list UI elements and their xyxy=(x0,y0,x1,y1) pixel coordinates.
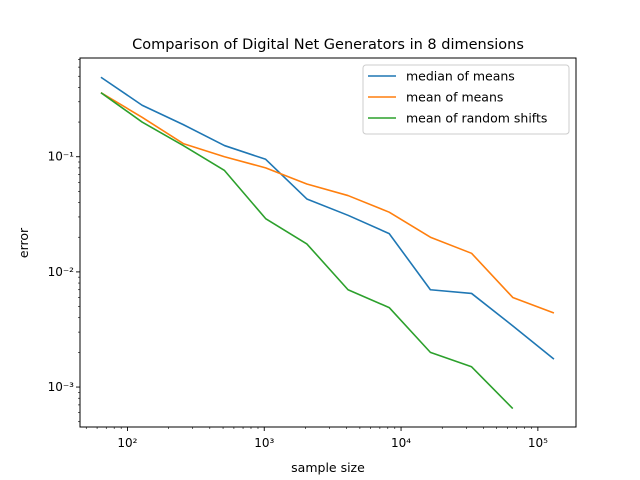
x-axis-label: sample size xyxy=(291,460,365,475)
plot-frame xyxy=(79,57,577,428)
series-line-2 xyxy=(100,91,555,314)
series-line-3 xyxy=(100,92,514,410)
legend: median of means mean of means mean of rand… xyxy=(362,64,570,135)
y-tick-label: 10⁻² xyxy=(48,265,75,279)
legend-label-2: mean of means xyxy=(406,90,503,105)
y-tick-label: 10⁻¹ xyxy=(48,150,75,164)
x-tick-label: 10² xyxy=(117,436,137,450)
axis-ticks: 10² 10³ 10⁴ 10⁵ 10⁻³ 10⁻² 10⁻¹ xyxy=(48,59,548,450)
x-tick-label: 10³ xyxy=(254,436,274,450)
x-tick-label: 10⁵ xyxy=(528,436,548,450)
series-line-1 xyxy=(100,76,555,360)
x-tick-label: 10⁴ xyxy=(391,436,411,450)
legend-label-3: mean of random shifts xyxy=(406,111,547,126)
y-axis-label: error xyxy=(16,227,31,258)
legend-box xyxy=(362,64,570,135)
legend-label-1: median of means xyxy=(406,69,515,84)
y-tick-label: 10⁻³ xyxy=(48,380,75,394)
plot-area xyxy=(100,76,555,410)
chart-title: Comparison of Digital Net Generators in … xyxy=(132,37,524,53)
